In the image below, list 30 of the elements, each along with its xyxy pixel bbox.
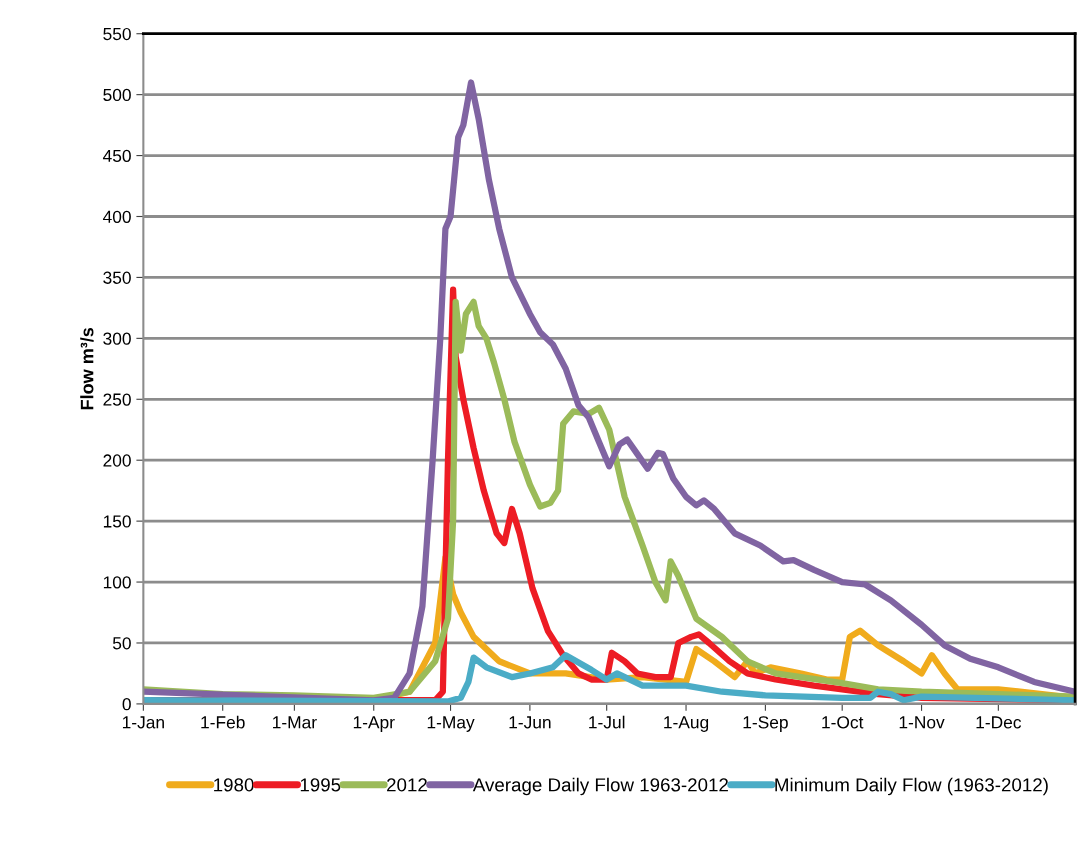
x-tick-label: 1-Nov [899,716,945,729]
y-tick-label: 450 [102,149,131,163]
y-tick-label: 50 [112,637,131,650]
x-tick-label: 1-Apr [353,716,395,732]
y-tick-label: 250 [103,393,131,406]
x-tick-label: 1-Jul [589,715,625,729]
y-tick-label: 200 [103,454,131,467]
legend-label: 2012 [387,778,427,792]
x-tick-label: 1-Jan [122,716,164,729]
y-axis-title: Flow m³/s [80,327,94,410]
y-tick-label: 150 [103,515,131,528]
legend-label: 1980 [214,778,254,792]
legend-label: Minimum Daily Flow (1963-2012) [775,777,1048,796]
legend-label: 1995 [300,778,341,792]
x-tick-label: 1-May [427,716,475,732]
y-tick-label: 0 [122,698,131,711]
y-tick-label: 350 [103,271,131,284]
y-tick-label: 100 [103,576,131,589]
x-tick-label: 1-Mar [273,716,317,729]
x-tick-label: 1-Aug [664,716,709,732]
x-tick-label: 1-Feb [201,715,245,729]
y-tick-label: 550 [103,27,131,41]
x-tick-label: 1-Oct [822,716,864,729]
legend-label: Average Daily Flow 1963-2012 [472,777,728,796]
y-tick-label: 400 [102,210,131,223]
x-tick-label: 1-Jun [509,716,551,729]
y-tick-label: 500 [103,88,131,102]
x-tick-label: 1-Dec [976,716,1022,729]
y-tick-label: 300 [103,332,131,345]
x-tick-label: 1-Sep [743,716,788,732]
